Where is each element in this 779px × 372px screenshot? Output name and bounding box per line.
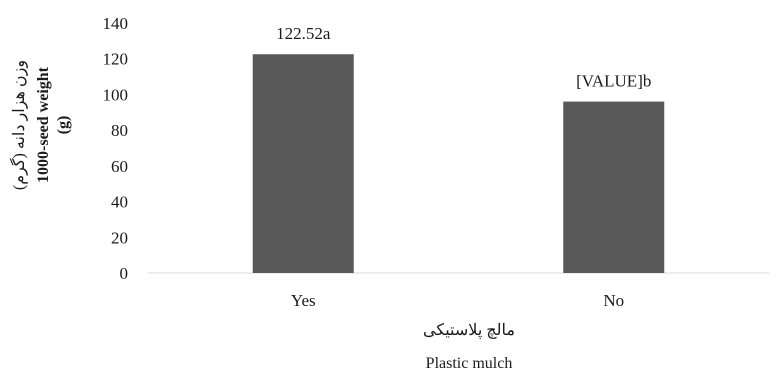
x-axis-title-fa: مالچ پلاستیکی (423, 322, 515, 339)
data-label: 122.52a (276, 24, 331, 43)
y-axis-title-en-line2: (g) (55, 116, 72, 135)
y-tick-label: 140 (103, 14, 129, 33)
y-axis-title-fa: وزن هزار دانه (گرم) (9, 60, 28, 190)
bars (252, 54, 665, 273)
y-axis-title-en-line1: 1000-seed weight (35, 66, 52, 183)
y-tick-label: 40 (111, 193, 128, 212)
y-tick-label: 120 (103, 50, 129, 69)
x-axis-title-en: Plastic mulch (426, 355, 513, 372)
y-tick-label: 0 (120, 264, 129, 283)
y-tick-label: 100 (103, 85, 129, 104)
category-label: No (603, 291, 624, 310)
data-label: [VALUE]b (576, 72, 651, 91)
data-labels: 122.52a [VALUE]b (276, 24, 651, 90)
category-label: Yes (291, 291, 316, 310)
bar (252, 54, 354, 273)
y-axis-title: وزن هزار دانه (گرم) 1000-seed weight (g) (9, 60, 72, 190)
y-tick-label: 80 (111, 121, 128, 140)
y-axis-ticks: 0 20 40 60 80 100 120 140 (103, 14, 129, 283)
y-tick-label: 60 (111, 157, 128, 176)
y-tick-label: 20 (111, 228, 128, 247)
bar (563, 101, 665, 273)
category-labels: Yes No (291, 291, 624, 310)
